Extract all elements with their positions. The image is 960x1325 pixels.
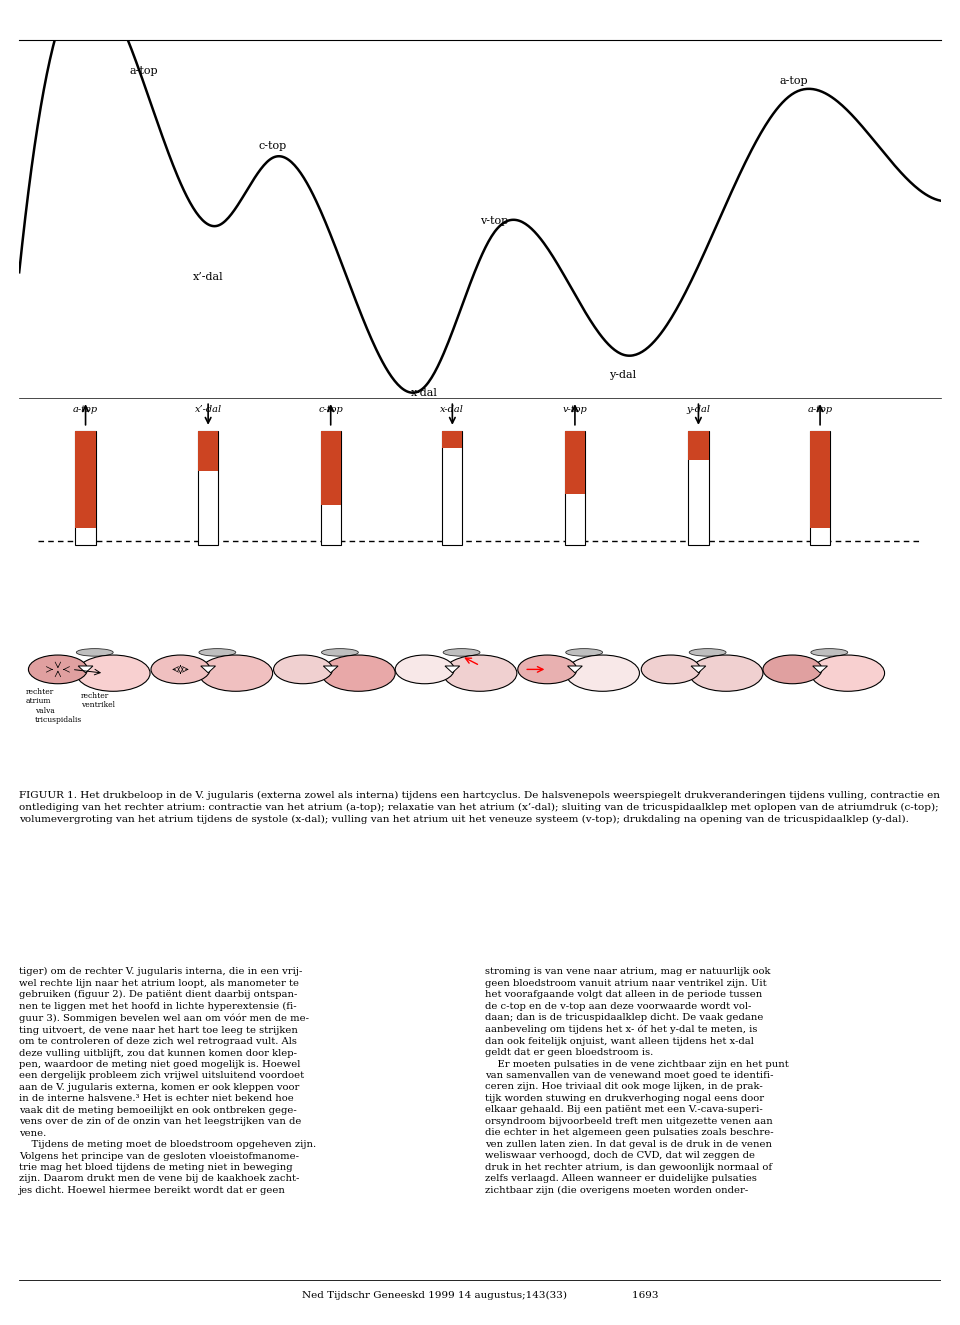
Ellipse shape bbox=[689, 649, 726, 656]
Ellipse shape bbox=[322, 655, 396, 692]
Bar bbox=[76, 432, 96, 527]
Text: truncus
pulmonalis: truncus pulmonalis bbox=[35, 662, 77, 678]
Polygon shape bbox=[445, 666, 460, 673]
Text: a-top: a-top bbox=[73, 405, 98, 413]
Ellipse shape bbox=[444, 649, 480, 656]
Ellipse shape bbox=[322, 649, 358, 656]
Text: x’-dal: x’-dal bbox=[195, 405, 222, 413]
Polygon shape bbox=[567, 666, 583, 673]
Ellipse shape bbox=[811, 655, 884, 692]
Bar bbox=[321, 432, 341, 505]
Text: a-top: a-top bbox=[130, 65, 158, 76]
Bar bbox=[198, 432, 218, 545]
Bar bbox=[198, 432, 218, 472]
Ellipse shape bbox=[77, 655, 150, 692]
Ellipse shape bbox=[517, 655, 577, 684]
Bar bbox=[688, 432, 708, 545]
Bar bbox=[443, 432, 463, 545]
Text: v-top: v-top bbox=[480, 216, 508, 225]
Text: c-top: c-top bbox=[319, 405, 343, 413]
Ellipse shape bbox=[29, 655, 87, 684]
Bar bbox=[564, 432, 585, 545]
Polygon shape bbox=[78, 666, 93, 673]
Ellipse shape bbox=[689, 655, 763, 692]
Ellipse shape bbox=[396, 655, 454, 684]
Text: y-dal: y-dal bbox=[610, 370, 636, 380]
Polygon shape bbox=[324, 666, 338, 673]
Ellipse shape bbox=[565, 649, 603, 656]
Ellipse shape bbox=[641, 655, 700, 684]
Text: v-top: v-top bbox=[563, 405, 588, 413]
Ellipse shape bbox=[565, 655, 639, 692]
Polygon shape bbox=[691, 666, 706, 673]
Ellipse shape bbox=[77, 649, 113, 656]
Ellipse shape bbox=[199, 655, 273, 692]
Text: x-dal: x-dal bbox=[441, 405, 465, 413]
Text: a-top: a-top bbox=[779, 77, 807, 86]
Text: FIGUUR 1. Het drukbeloop in de V. jugularis (externa zowel als interna) tijdens : FIGUUR 1. Het drukbeloop in de V. jugula… bbox=[19, 791, 940, 824]
Ellipse shape bbox=[151, 655, 210, 684]
Bar bbox=[76, 432, 96, 545]
Bar bbox=[564, 432, 585, 494]
Bar bbox=[688, 432, 708, 460]
Ellipse shape bbox=[274, 655, 332, 684]
Bar bbox=[321, 432, 341, 545]
Bar bbox=[443, 432, 463, 448]
Polygon shape bbox=[813, 666, 828, 673]
Text: a-top: a-top bbox=[807, 405, 832, 413]
Text: rechter
ventrikel: rechter ventrikel bbox=[81, 692, 115, 709]
Text: stroming is van vene naar atrium, mag er natuurlijk ook
geen bloedstroom vanuit : stroming is van vene naar atrium, mag er… bbox=[485, 967, 788, 1195]
Ellipse shape bbox=[811, 649, 848, 656]
Text: valva
tricuspidalis: valva tricuspidalis bbox=[35, 708, 83, 725]
Polygon shape bbox=[201, 666, 215, 673]
Ellipse shape bbox=[444, 655, 516, 692]
Text: y-dal: y-dal bbox=[686, 405, 710, 413]
Text: x-dal: x-dal bbox=[411, 387, 438, 398]
Bar bbox=[810, 432, 830, 545]
Ellipse shape bbox=[199, 649, 236, 656]
Text: rechter
atrium: rechter atrium bbox=[26, 688, 54, 705]
Bar bbox=[810, 432, 830, 527]
Ellipse shape bbox=[763, 655, 822, 684]
Text: Ned Tijdschr Geneeskd 1999 14 augustus;143(33)                    1693: Ned Tijdschr Geneeskd 1999 14 augustus;1… bbox=[301, 1291, 659, 1300]
Text: x’-dal: x’-dal bbox=[193, 273, 224, 282]
Text: tiger) om de rechter V. jugularis interna, die in een vrij-
wel rechte lijn naar: tiger) om de rechter V. jugularis intern… bbox=[19, 967, 317, 1195]
Text: c-top: c-top bbox=[258, 140, 287, 151]
